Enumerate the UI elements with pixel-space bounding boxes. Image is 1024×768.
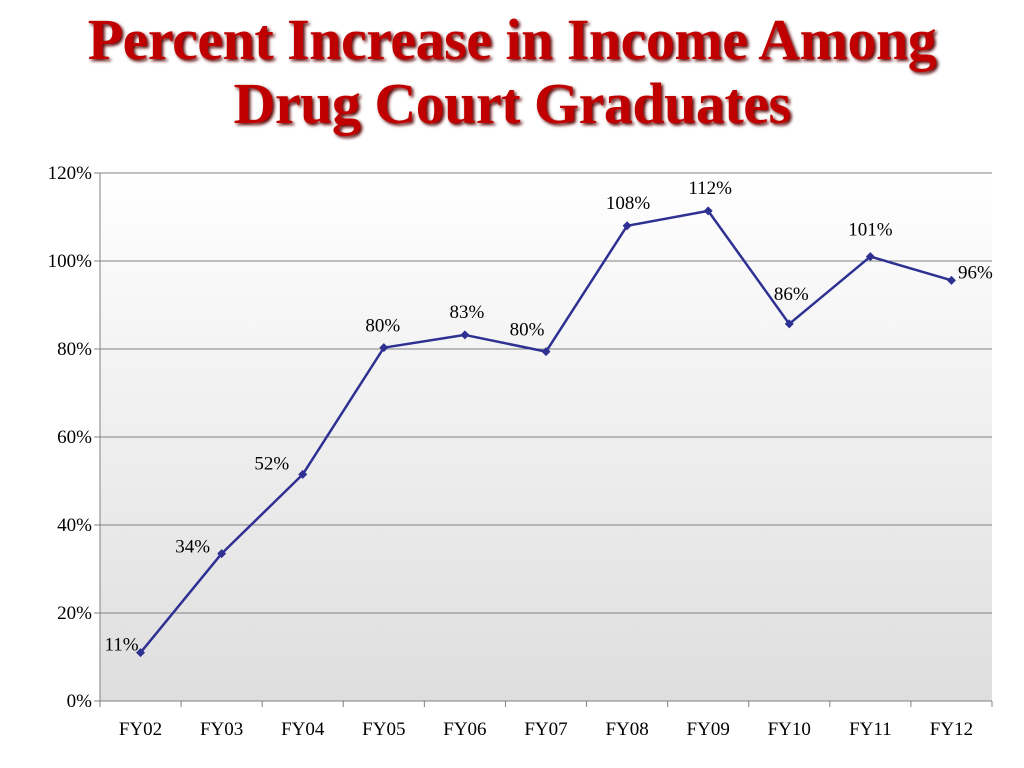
y-tick-label: 80% [57, 339, 92, 360]
x-tick-label: FY05 [362, 719, 405, 740]
data-label: 11% [104, 635, 138, 656]
chart-title-line-1: Percent Increase in Income Among [87, 7, 937, 72]
data-label: 83% [449, 302, 484, 323]
data-point-marker [784, 319, 794, 329]
x-tick-label: FY10 [768, 719, 811, 740]
data-label: 108% [606, 193, 651, 214]
x-tick-label: FY03 [200, 719, 243, 740]
y-tick-label: 100% [48, 251, 93, 272]
data-label: 52% [254, 453, 289, 474]
x-tick-label: FY06 [443, 719, 486, 740]
x-tick-label: FY02 [119, 719, 162, 740]
data-point-marker [622, 221, 632, 231]
data-label: 112% [688, 178, 732, 199]
data-label: 101% [848, 220, 893, 241]
y-tick-label: 40% [57, 515, 92, 536]
x-tick-label: FY09 [687, 719, 730, 740]
y-tick-label: 20% [57, 603, 92, 624]
data-point-marker [379, 343, 389, 353]
chart-title-line-2: Drug Court Graduates [233, 71, 791, 136]
data-point-marker [946, 275, 956, 285]
data-label: 80% [510, 320, 545, 341]
x-tick-label: FY11 [849, 719, 892, 740]
data-point-marker [136, 648, 146, 658]
y-tick-label: 120% [48, 163, 93, 184]
y-tick-label: 0% [67, 691, 93, 712]
x-tick-label: FY07 [524, 719, 567, 740]
chart-title: Percent Increase in Income Among Drug Co… [0, 8, 1024, 136]
data-point-marker [460, 330, 470, 340]
x-tick-label: FY04 [281, 719, 325, 740]
data-label: 34% [175, 537, 210, 558]
data-point-marker [217, 549, 227, 559]
data-label: 86% [774, 284, 809, 305]
data-label: 80% [365, 316, 400, 337]
x-tick-label: FY08 [605, 719, 648, 740]
data-point-marker [541, 347, 551, 357]
data-label: 96% [958, 262, 993, 283]
data-point-marker [703, 206, 713, 216]
data-point-marker [865, 252, 875, 262]
y-tick-label: 60% [57, 427, 92, 448]
data-point-marker [298, 469, 308, 479]
x-tick-label: FY12 [930, 719, 973, 740]
